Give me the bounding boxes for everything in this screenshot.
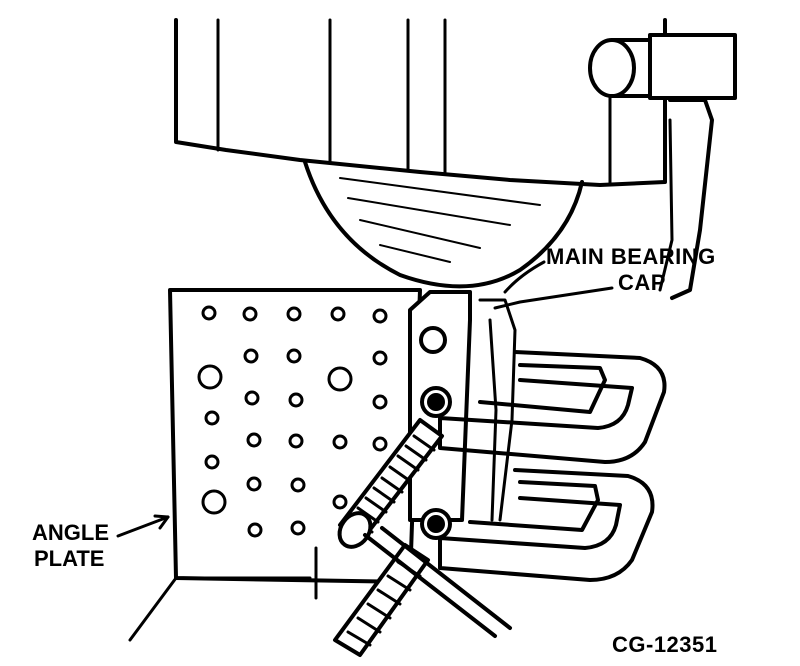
crankshaft-counterweight: [303, 160, 584, 289]
upper-clamp-screw: [337, 418, 444, 549]
main-bearing-cap-label-line2: CAP: [618, 270, 666, 295]
angle-plate-label-line2: PLATE: [34, 546, 105, 571]
main-bearing-cap-pointer: [493, 260, 614, 310]
clamp-t-handle: [363, 526, 512, 638]
figure-id-label: CG-12351: [612, 632, 718, 657]
cap-bolt-head: [588, 33, 737, 300]
angle-plate-pointer: [116, 514, 170, 538]
angle-plate-label-line1: ANGLE: [32, 520, 109, 545]
main-bearing-cap-label-line1: MAIN BEARING: [546, 244, 716, 269]
engine-block: [174, 18, 667, 187]
lower-c-clamp: [420, 468, 655, 582]
upper-c-clamp: [420, 350, 667, 464]
